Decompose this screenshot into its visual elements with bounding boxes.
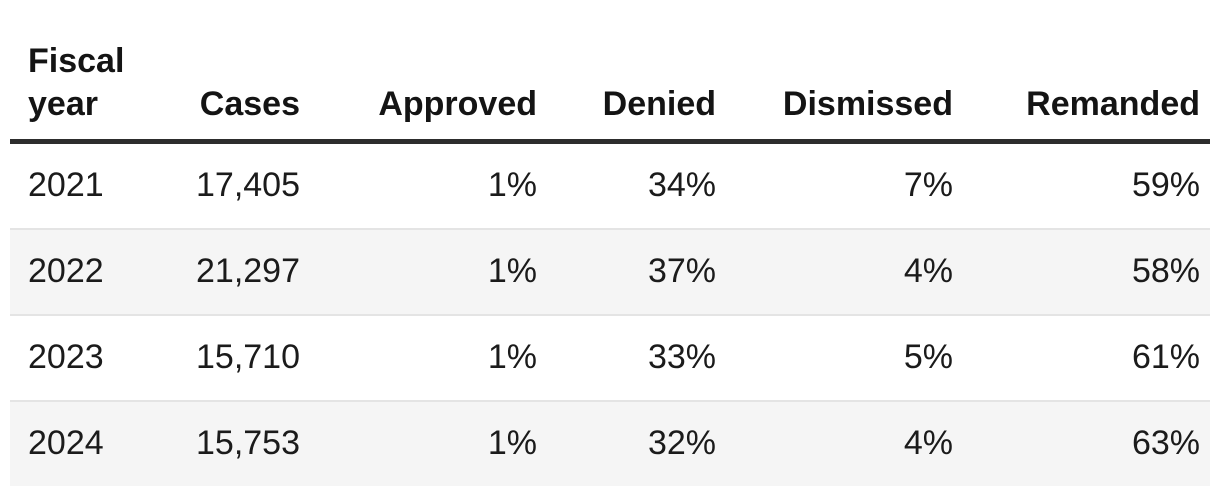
cell-approved: 1% bbox=[487, 252, 537, 291]
cell-cases: 21,297 bbox=[196, 252, 300, 291]
cell-approved: 1% bbox=[487, 338, 537, 377]
table-row: 2022 21,297 1% 37% 4% 58% bbox=[10, 228, 1210, 315]
cell-approved: 1% bbox=[487, 424, 537, 463]
cell-remanded: 59% bbox=[1131, 166, 1200, 205]
column-header-fiscal-year: Fiscal year bbox=[28, 42, 125, 123]
cell-remanded: 63% bbox=[1131, 424, 1200, 463]
cell-remanded: 61% bbox=[1131, 338, 1200, 377]
cell-approved: 1% bbox=[487, 166, 537, 205]
cell-fiscal-year: 2023 bbox=[28, 338, 104, 377]
table-row: 2023 15,710 1% 33% 5% 61% bbox=[10, 314, 1210, 401]
table-body: 2021 17,405 1% 34% 7% 59% 2022 21,297 1% 37% 4% 58%… bbox=[10, 141, 1210, 486]
cell-fiscal-year: 2021 bbox=[28, 166, 104, 205]
table-row: 2021 17,405 1% 34% 7% 59% bbox=[10, 141, 1210, 229]
table-row: 2024 15,753 1% 32% 4% 63% bbox=[10, 400, 1210, 486]
cell-denied: 33% bbox=[647, 338, 716, 377]
column-header-dismissed: Dismissed bbox=[782, 84, 953, 123]
cell-dismissed: 4% bbox=[903, 252, 953, 291]
header-row: Fiscal year Cases Approved Denied Dismis… bbox=[10, 0, 1210, 142]
column-header-remanded: Remanded bbox=[1026, 84, 1200, 123]
cell-fiscal-year: 2022 bbox=[28, 252, 104, 291]
cell-denied: 32% bbox=[647, 424, 716, 463]
cell-dismissed: 4% bbox=[903, 424, 953, 463]
cell-cases: 15,753 bbox=[196, 424, 300, 463]
cell-denied: 37% bbox=[647, 252, 716, 291]
cell-dismissed: 5% bbox=[903, 338, 953, 377]
table-header: Fiscal year Cases Approved Denied Dismis… bbox=[10, 0, 1210, 142]
cell-dismissed: 7% bbox=[903, 166, 953, 205]
case-outcomes-table: Fiscal year Cases Approved Denied Dismis… bbox=[10, 0, 1210, 486]
column-header-denied: Denied bbox=[602, 84, 716, 123]
cell-fiscal-year: 2024 bbox=[28, 424, 104, 463]
column-header-approved: Approved bbox=[378, 84, 537, 123]
cell-cases: 15,710 bbox=[196, 338, 300, 377]
column-header-cases: Cases bbox=[199, 84, 300, 123]
cell-denied: 34% bbox=[647, 166, 716, 205]
case-outcomes-table-wrapper: Fiscal year Cases Approved Denied Dismis… bbox=[10, 0, 1210, 486]
cell-remanded: 58% bbox=[1131, 252, 1200, 291]
cell-cases: 17,405 bbox=[196, 166, 300, 205]
